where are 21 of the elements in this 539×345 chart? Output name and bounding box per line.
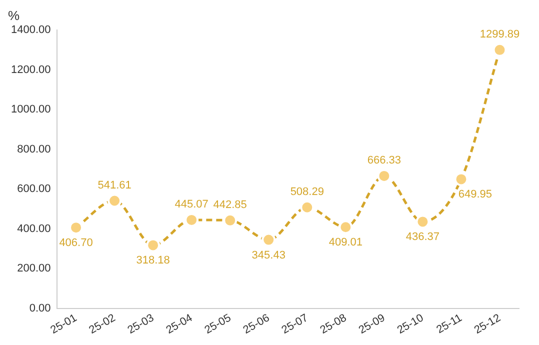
data-label: 1299.89: [480, 28, 520, 40]
data-label: 318.18: [136, 254, 170, 267]
y-tick-label: 400.00: [17, 222, 51, 235]
y-tick-label: 1200.00: [10, 64, 51, 76]
data-label: 406.70: [59, 237, 93, 250]
y-tick-label: 800.00: [17, 143, 51, 156]
y-tick-label: 1000.00: [10, 104, 51, 116]
data-label: 508.29: [290, 186, 324, 198]
data-label: 442.85: [213, 198, 247, 211]
y-tick-label: 1400.00: [10, 24, 51, 36]
y-tick-label: 0.00: [29, 302, 51, 315]
data-label: 436.37: [406, 231, 440, 244]
y-axis-title: %: [8, 8, 20, 23]
data-label: 409.01: [328, 236, 362, 249]
data-label: 541.61: [98, 179, 132, 192]
data-label: 649.95: [458, 188, 492, 201]
y-tick-label: 600.00: [17, 183, 51, 196]
data-label: 345.43: [252, 249, 286, 262]
data-label: 445.07: [174, 198, 208, 210]
data-label: 666.33: [367, 154, 402, 166]
y-tick-label: 200.00: [17, 262, 51, 275]
